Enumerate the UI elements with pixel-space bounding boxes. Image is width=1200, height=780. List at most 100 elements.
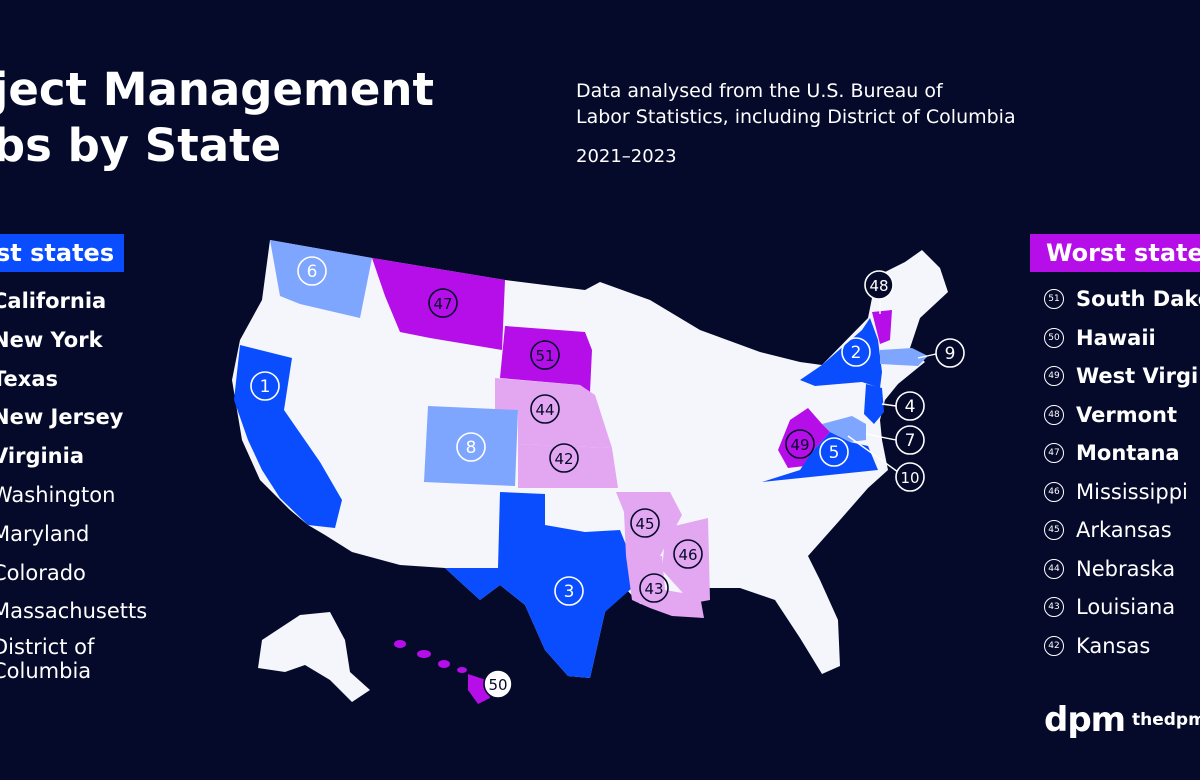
rank-marker-1: 1 <box>250 371 280 401</box>
rank-marker-ring <box>250 371 280 401</box>
rank-marker-label: 46 <box>678 546 697 564</box>
rank-marker-ring <box>819 437 849 467</box>
rank-marker-label: 1 <box>260 377 271 397</box>
rank-marker-ring <box>639 573 669 603</box>
rank-marker-44: 44 <box>530 394 560 424</box>
rank-badge: 46 <box>1044 481 1064 502</box>
worst-state-6: 46 Mississippi <box>1044 473 1200 512</box>
rank-marker-50: 50 <box>483 669 513 699</box>
best-state-4: New Jersey <box>0 405 124 430</box>
best-states-list: California New York Texas New Jersey Vir… <box>0 282 147 695</box>
hawaii-island <box>394 640 406 648</box>
rank-marker-ring <box>630 508 660 538</box>
callout-line-new-jersey <box>881 403 897 407</box>
rank-markers: 1 2 3 4 5 6 7 8 9 10 42 43 44 45 46 47 4… <box>250 256 965 699</box>
rank-marker-45: 45 <box>630 508 660 538</box>
worst-state-3: 49 West Virgi <box>1044 357 1200 396</box>
map-state-california <box>234 345 342 528</box>
callout-line-maryland <box>865 433 897 441</box>
map-state-louisiana <box>626 556 704 618</box>
rank-marker-ring <box>549 443 579 473</box>
rank-marker-47: 47 <box>428 288 458 318</box>
rank-marker-5: 5 <box>819 437 849 467</box>
rank-marker-label: 10 <box>900 469 919 487</box>
source-line-2: Labor Statistics, including District of … <box>576 106 1016 128</box>
rank-marker-ring <box>530 340 560 370</box>
rank-marker-46: 46 <box>673 539 703 569</box>
rank-badge: 44 <box>1044 558 1064 579</box>
rank-marker-ring <box>456 432 486 462</box>
worst-state-name: Montana <box>1076 441 1180 466</box>
rank-marker-label: 50 <box>488 676 507 694</box>
rank-badge: 51 <box>1044 289 1064 310</box>
rank-marker-42: 42 <box>549 443 579 473</box>
rank-marker-ring <box>841 337 871 367</box>
map-state-new-york <box>800 318 882 388</box>
rank-marker-43: 43 <box>639 573 669 603</box>
best-state-5: Virginia <box>0 444 84 469</box>
best-state-6: Washington <box>0 482 116 507</box>
worst-state-name: Nebraska <box>1076 556 1176 581</box>
map-alaska <box>258 612 370 702</box>
rank-marker-label: 8 <box>466 438 477 458</box>
worst-state-7: 45 Arkansas <box>1044 511 1200 550</box>
map-state-south-dakota <box>500 326 592 392</box>
rank-badge: 42 <box>1044 635 1064 656</box>
rank-marker-ring <box>483 669 513 699</box>
worst-state-name: Vermont <box>1076 402 1178 427</box>
rank-marker-ring <box>673 539 703 569</box>
rank-marker-label: 49 <box>790 436 809 454</box>
worst-state-name: Louisiana <box>1076 595 1176 620</box>
rank-marker-label: 3 <box>564 582 575 602</box>
rank-marker-ring <box>864 270 894 300</box>
page-title: oject Management obs by State <box>0 62 434 174</box>
best-state-10-line-2: Columbia <box>0 659 92 684</box>
rank-marker-ring <box>785 429 815 459</box>
rank-badge: 48 <box>1044 404 1064 425</box>
rank-badge: 45 <box>1044 520 1064 541</box>
rank-marker-3: 3 <box>554 576 584 606</box>
worst-states-header: Worst state <box>1030 234 1200 272</box>
rank-marker-label: 48 <box>869 277 888 295</box>
rank-marker-ring <box>530 394 560 424</box>
best-state-2: New York <box>0 327 103 352</box>
worst-state-9: 43 Louisiana <box>1044 588 1200 627</box>
best-states-header: st states <box>0 234 125 272</box>
rank-marker-label: 7 <box>905 431 916 451</box>
rank-marker-48: 48 <box>864 270 894 300</box>
rank-marker-7: 7 <box>895 425 925 455</box>
best-state-8: Colorado <box>0 560 86 585</box>
map-state-west-virginia <box>778 408 830 468</box>
best-state-9: Massachusetts <box>0 599 148 624</box>
worst-states-list: 51 South Dako 50 Hawaii 49 West Virgi 48 Ver… <box>1044 280 1200 665</box>
rank-marker-label: 45 <box>635 515 654 533</box>
map-state-montana <box>372 258 505 350</box>
worst-state-name: Kansas <box>1076 633 1151 658</box>
worst-state-name: Hawaii <box>1076 325 1156 350</box>
callout-line-dc <box>847 435 899 473</box>
rank-badge: 50 <box>1044 327 1064 348</box>
rank-marker-ring <box>895 425 925 455</box>
hawaii-island <box>457 667 467 673</box>
map-state-nebraska <box>495 378 612 448</box>
rank-marker-label: 4 <box>905 397 916 417</box>
title-line-1: oject Management <box>0 63 434 116</box>
map-state-texas <box>445 492 632 678</box>
rank-marker-6: 6 <box>297 256 327 286</box>
rank-marker-ring <box>895 391 925 421</box>
hawaii-island <box>417 650 431 658</box>
rank-marker-label: 44 <box>535 401 554 419</box>
rank-badge: 47 <box>1044 443 1064 464</box>
rank-marker-label: 43 <box>644 580 663 598</box>
worst-state-name: Mississippi <box>1076 479 1188 504</box>
hawaii-island <box>438 660 450 668</box>
map-state-new-jersey <box>864 384 884 424</box>
rank-marker-51: 51 <box>530 340 560 370</box>
map-state-colorado <box>424 406 518 486</box>
rank-marker-label: 9 <box>945 344 956 364</box>
rank-marker-ring <box>428 288 458 318</box>
map-state-vermont <box>872 310 892 344</box>
rank-marker-ring <box>297 256 327 286</box>
rank-badge: 43 <box>1044 597 1064 618</box>
rank-marker-8: 8 <box>456 432 486 462</box>
